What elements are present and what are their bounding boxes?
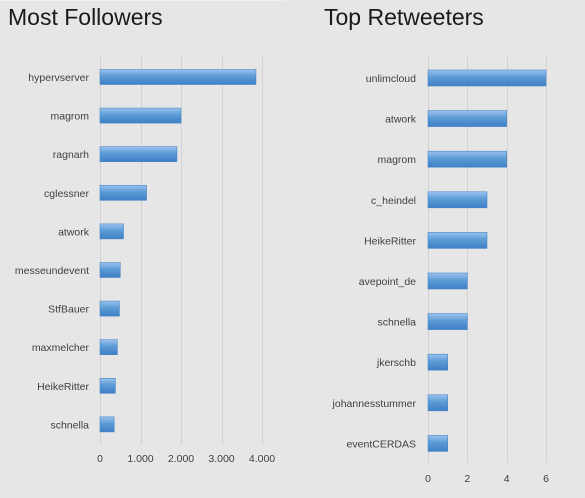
bar-magrom (99, 107, 182, 124)
bar-atwork (427, 110, 507, 127)
bar-hypervserver (99, 69, 257, 85)
x-tick-label: 6 (543, 473, 549, 485)
x-tick-label: 1.000 (127, 453, 153, 465)
x-tick-label: 0 (97, 453, 103, 465)
bar-schnella (427, 313, 468, 330)
category-label: atwork (385, 114, 417, 126)
top-retweeters-plot: unlimcloud atwork magrom c_heindel HeikeRitt… (332, 55, 549, 485)
bar-atwork (99, 223, 124, 240)
bar-HeikeRitter (99, 377, 116, 394)
category-label: unlimcloud (366, 73, 416, 85)
bar-magrom (427, 150, 507, 168)
category-label: c_heindel (371, 195, 416, 207)
x-tick-label: 0 (425, 473, 431, 485)
bar-c_heindel (427, 191, 488, 209)
category-label: eventCERDAS (347, 438, 416, 450)
bar-schnella (99, 416, 115, 433)
x-tick-label: 2.000 (168, 453, 194, 465)
category-label: magrom (50, 111, 89, 123)
category-label: magrom (377, 154, 416, 166)
bar-cglessner (99, 185, 147, 201)
x-tick-label: 4.000 (249, 453, 275, 465)
category-label: hypervserver (28, 72, 89, 84)
category-label: ragnarh (53, 149, 89, 161)
chart-title: Top Retweeters (324, 4, 484, 30)
category-label: johannesstummer (332, 398, 417, 410)
bar-ragnarh (99, 146, 178, 162)
category-label: schnella (377, 317, 416, 329)
x-tick-label: 3.000 (208, 453, 234, 465)
category-label: maxmelcher (32, 342, 90, 354)
bar-messeundevent (99, 262, 121, 278)
category-label: avepoint_de (359, 276, 416, 288)
category-label: messeundevent (15, 265, 89, 277)
category-label: atwork (58, 226, 90, 238)
bar-eventCERDAS (427, 435, 448, 452)
category-label: jkerschb (376, 357, 416, 369)
category-label: HeikeRitter (37, 381, 89, 393)
category-label: schnella (50, 419, 89, 431)
category-label: HeikeRitter (364, 235, 416, 247)
bar-unlimcloud (427, 69, 547, 87)
bar-StfBauer (99, 300, 120, 317)
x-tick-label: 2 (464, 473, 470, 485)
bar-HeikeRitter (427, 232, 488, 249)
chart-title: Most Followers (8, 4, 163, 30)
top-retweeters-chart: Top Retweeters unlimcloud atwork magrom c_h… (300, 0, 585, 498)
most-followers-plot: hypervserver magrom ragnarh cglessner atwork… (15, 55, 275, 465)
bar-jkerschb (427, 353, 448, 371)
bar-maxmelcher (99, 339, 118, 356)
top-divider (0, 0, 285, 1)
bar-avepoint_de (427, 272, 468, 290)
category-label: cglessner (44, 188, 89, 200)
most-followers-chart: Most Followers hypervserver magrom ragnarh… (0, 0, 290, 498)
category-label: StfBauer (48, 304, 89, 316)
x-tick-label: 4 (504, 473, 510, 485)
bar-johannesstummer (427, 394, 448, 412)
